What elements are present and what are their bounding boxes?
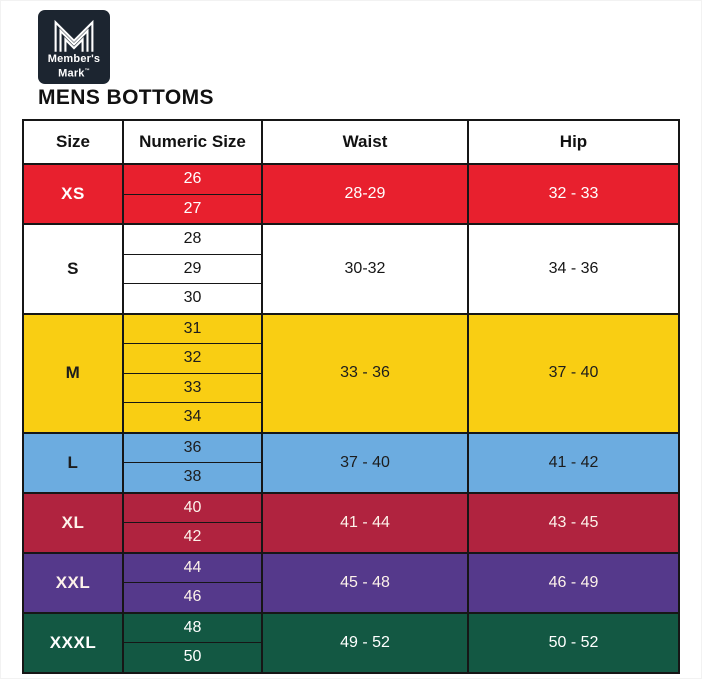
hip-cell: 37 - 40 xyxy=(467,312,680,433)
waist-cell: 37 - 40 xyxy=(261,431,469,493)
table-row: XXL 44 45 - 48 46 - 49 xyxy=(22,551,680,613)
members-mark-logo: Member's Mark™ xyxy=(38,10,110,84)
table-row: 50 xyxy=(23,642,679,673)
page-title: MENS BOTTOMS xyxy=(38,86,214,109)
numeric-size-cell: 46 xyxy=(122,582,263,613)
table-row: XL 40 41 - 44 43 - 45 xyxy=(22,491,680,553)
members-mark-m-icon xyxy=(54,19,94,52)
table-row: 32 xyxy=(23,343,679,373)
numeric-size-cell: 38 xyxy=(122,462,263,493)
waist-cell: 33 - 36 xyxy=(261,312,469,433)
numeric-size-cell: 27 xyxy=(122,193,263,224)
brand-name-line1: Member's xyxy=(47,53,101,65)
column-header-hip: Hip xyxy=(467,120,680,165)
numeric-size-cell: 36 xyxy=(122,431,263,463)
table-row: 27 xyxy=(23,193,679,224)
table-row: 33 xyxy=(23,372,679,403)
waist-cell: 30-32 xyxy=(261,223,469,314)
size-cell-xxxl: XXXL xyxy=(22,611,124,673)
table-row: XXXL 48 49 - 52 50 - 52 xyxy=(22,611,680,673)
size-cell-l: L xyxy=(22,431,124,493)
brand-name-line2: Mark™ xyxy=(58,67,90,80)
numeric-size-cell: 50 xyxy=(122,642,263,673)
size-cell-m: M xyxy=(22,312,124,433)
size-cell-s: S xyxy=(22,223,124,314)
waist-cell: 45 - 48 xyxy=(261,551,469,613)
table-row: 30 xyxy=(23,283,679,314)
table-row: XS 26 28-29 32 - 33 xyxy=(22,164,680,224)
numeric-size-cell: 44 xyxy=(122,551,263,583)
size-cell-xl: XL xyxy=(22,491,124,553)
waist-cell: 28-29 xyxy=(261,164,469,224)
numeric-size-cell: 26 xyxy=(122,164,263,194)
table-row: M 31 33 - 36 37 - 40 xyxy=(22,312,680,433)
column-header-waist: Waist xyxy=(261,120,469,165)
column-header-size: Size xyxy=(22,120,124,165)
numeric-size-cell: 29 xyxy=(122,253,263,284)
numeric-size-cell: 48 xyxy=(122,611,263,643)
hip-cell: 32 - 33 xyxy=(467,164,680,224)
brand-name: Member's Mark™ xyxy=(48,53,101,80)
size-chart-table: Size Numeric Size Waist Hip XS 26 28-29 32 … xyxy=(22,119,680,674)
numeric-size-cell: 33 xyxy=(122,372,263,403)
hip-cell: 43 - 45 xyxy=(467,491,680,553)
hip-cell: 50 - 52 xyxy=(467,611,680,673)
numeric-size-cell: 40 xyxy=(122,491,263,523)
hip-cell: 46 - 49 xyxy=(467,551,680,613)
table-row: 42 xyxy=(23,522,679,553)
trademark-symbol: ™ xyxy=(84,68,90,74)
table-row: 46 xyxy=(23,582,679,613)
waist-cell: 41 - 44 xyxy=(261,491,469,553)
numeric-size-cell: 42 xyxy=(122,522,263,553)
table-row: 34 xyxy=(23,402,679,433)
numeric-size-cell: 31 xyxy=(122,312,263,344)
waist-cell: 49 - 52 xyxy=(261,611,469,673)
header-row: Size Numeric Size Waist Hip xyxy=(22,120,680,165)
table-row: 29 xyxy=(23,253,679,284)
size-cell-xxl: XXL xyxy=(22,551,124,613)
table-row: 38 xyxy=(23,462,679,493)
table-row: S 28 30-32 34 - 36 xyxy=(22,223,680,314)
numeric-size-cell: 34 xyxy=(122,402,263,433)
column-header-numeric-size: Numeric Size xyxy=(122,120,263,165)
table-row: L 36 37 - 40 41 - 42 xyxy=(22,431,680,493)
hip-cell: 41 - 42 xyxy=(467,431,680,493)
size-cell-xs: XS xyxy=(22,164,124,224)
numeric-size-cell: 28 xyxy=(122,223,263,254)
hip-cell: 34 - 36 xyxy=(467,223,680,314)
numeric-size-cell: 30 xyxy=(122,283,263,314)
size-chart-body: XS 26 28-29 32 - 33 27 S 28 30-32 34 - 36 29 30 M 31… xyxy=(22,164,680,673)
numeric-size-cell: 32 xyxy=(122,343,263,373)
